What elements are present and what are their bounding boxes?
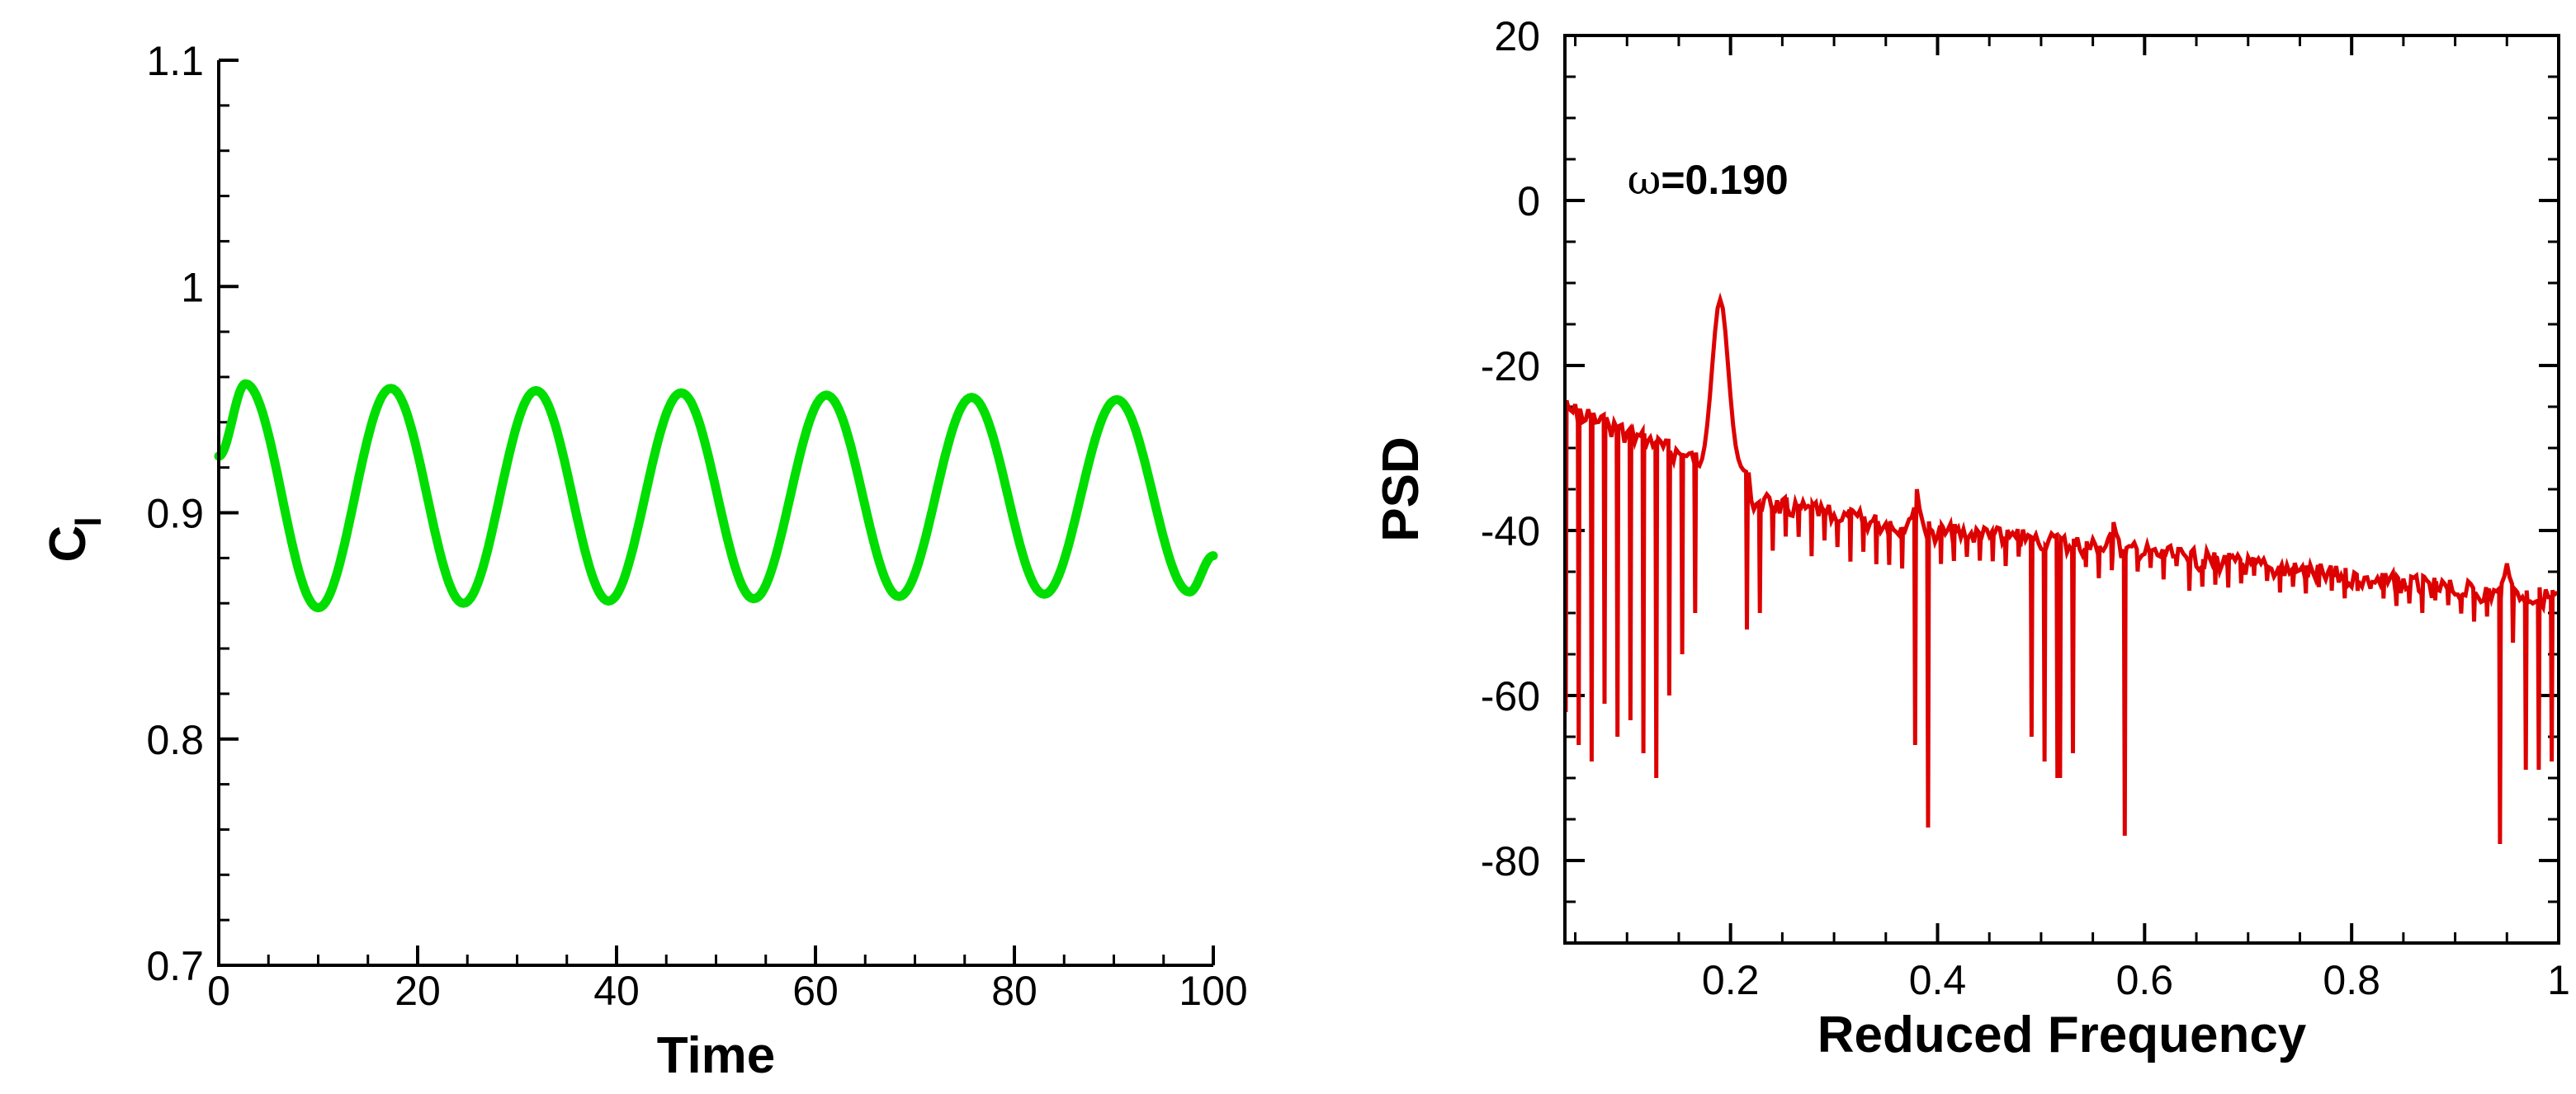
right-x-axis-title: Reduced Frequency [1817,1007,2307,1063]
right-x-tick-label: 0.4 [1909,957,1967,1003]
left-x-tick-labels: 0 20 40 60 80 100 [207,968,1248,1014]
right-y-tick-label: -40 [1481,508,1540,554]
left-y-tick-label: 1 [181,264,204,310]
left-axis-ticks [217,59,1215,967]
left-x-tick-label: 80 [991,968,1037,1014]
left-y-tick-label: 1.1 [146,38,204,84]
left-x-tick-label: 0 [207,968,230,1014]
left-x-tick-label: 20 [395,968,441,1014]
right-plot-frame [1563,34,2560,945]
left-y-tick-labels: 0.7 0.8 0.9 1 1.1 [146,38,204,989]
left-y-axis-title-subscript: l [69,516,109,526]
left-y-axis-title: C l [40,516,109,562]
right-x-tick-label: 0.2 [1702,957,1760,1003]
right-y-tick-label: -20 [1481,343,1540,389]
omega-symbol: ω [1628,156,1661,204]
left-y-tick-label: 0.7 [146,943,204,989]
right-x-tick-label: 0.8 [2323,957,2380,1003]
psd-series-line [1565,292,2559,845]
right-y-axis-title: PSD [1373,436,1430,541]
peak-frequency-annotation: ω=0.190 [1628,156,1789,204]
right-x-tick-labels: 0.2 0.4 0.6 0.8 1 [1702,957,2570,1003]
right-x-tick-label: 0.6 [2116,957,2174,1003]
left-y-tick-label: 0.8 [146,717,204,763]
left-x-axis-title: Time [657,1027,776,1084]
left-x-tick-label: 40 [593,968,640,1014]
right-y-tick-label: 20 [1494,13,1540,59]
psd-spectrum-chart: 0.2 0.4 0.6 0.8 1 -80 -60 -40 -20 0 20 Reduced Fr… [1373,13,2570,1063]
right-y-tick-label: 0 [1517,178,1540,224]
left-x-tick-label: 100 [1179,968,1247,1014]
peak-frequency-value: =0.190 [1661,157,1788,203]
left-y-axis-title-main: C [40,526,97,563]
right-y-tick-label: -60 [1481,673,1540,719]
cl-time-history-chart: 0 20 40 60 80 100 0.7 0.8 0.9 1 1.1 Time C l [40,38,1248,1084]
right-x-tick-label: 1 [2547,957,2570,1003]
left-y-tick-label: 0.9 [146,491,204,537]
right-y-tick-labels: -80 -60 -40 -20 0 20 [1481,13,1540,884]
right-y-tick-label: -80 [1481,838,1540,884]
cl-series-line [214,379,1218,613]
left-x-tick-label: 60 [792,968,839,1014]
